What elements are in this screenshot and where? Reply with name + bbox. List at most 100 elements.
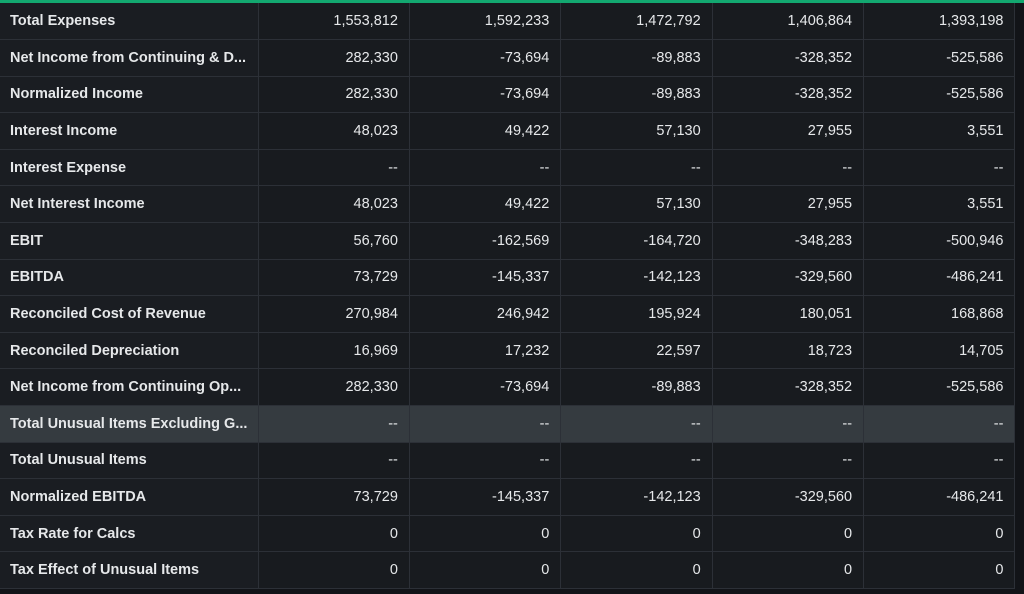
table-row[interactable]: Total Expenses 1,553,812 1,592,233 1,472,79… bbox=[0, 3, 1016, 41]
row-label: Tax Effect of Unusual Items bbox=[0, 551, 259, 589]
value-cell: -- bbox=[863, 405, 1016, 443]
value-cell: 0 bbox=[560, 551, 713, 589]
top-accent-bar bbox=[0, 0, 1024, 3]
value-cell: -525,586 bbox=[863, 368, 1016, 407]
value-cell: 282,330 bbox=[258, 368, 410, 407]
value-cell: 49,422 bbox=[409, 185, 562, 224]
value-cell: 0 bbox=[863, 551, 1016, 589]
value-cell: 1,553,812 bbox=[258, 3, 410, 41]
value-cell: -142,123 bbox=[560, 478, 713, 516]
value-cell: 180,051 bbox=[712, 295, 865, 333]
value-cell: 1,592,233 bbox=[409, 3, 562, 41]
value-cell: 27,955 bbox=[712, 112, 865, 150]
value-cell: -89,883 bbox=[560, 39, 713, 77]
table-row[interactable]: Normalized Income 282,330 -73,694 -89,883 -3… bbox=[0, 76, 1016, 114]
row-label: Interest Income bbox=[0, 112, 259, 150]
table-row[interactable]: Normalized EBITDA 73,729 -145,337 -142,123-… bbox=[0, 478, 1016, 516]
table-row[interactable]: Reconciled Depreciation 16,969 17,232 22,59… bbox=[0, 332, 1016, 370]
value-cell: -328,352 bbox=[712, 76, 865, 114]
row-label: EBITDA bbox=[0, 259, 259, 297]
value-cell: 49,422 bbox=[409, 112, 562, 150]
value-cell: -73,694 bbox=[409, 368, 562, 407]
value-cell: -486,241 bbox=[863, 478, 1016, 516]
value-cell: -- bbox=[258, 149, 410, 187]
row-label: Total Unusual Items bbox=[0, 442, 259, 480]
value-cell: -- bbox=[712, 442, 865, 480]
value-cell: -73,694 bbox=[409, 76, 562, 114]
value-cell: -- bbox=[409, 442, 562, 480]
value-cell: 246,942 bbox=[409, 295, 562, 333]
value-cell: -525,586 bbox=[863, 76, 1016, 114]
row-label: Net Income from Continuing & D... bbox=[0, 39, 259, 77]
row-label: Net Income from Continuing Op... bbox=[0, 368, 259, 407]
value-cell: 3,551 bbox=[863, 112, 1016, 150]
value-cell: 16,969 bbox=[258, 332, 410, 370]
value-cell: -145,337 bbox=[409, 478, 562, 516]
table-row[interactable]: Interest Income 48,023 49,422 57,130 27,955 3… bbox=[0, 112, 1016, 150]
value-cell: -329,560 bbox=[712, 259, 865, 297]
value-cell: -- bbox=[258, 405, 410, 443]
value-cell: -- bbox=[409, 149, 562, 187]
financials-table-body: Total Expenses 1,553,812 1,592,233 1,472,79… bbox=[0, 3, 1016, 589]
table-row[interactable]: Tax Effect of Unusual Items 0 0 0 0 0 bbox=[0, 551, 1016, 589]
value-cell: 0 bbox=[409, 515, 562, 553]
table-row[interactable]: EBITDA 73,729 -145,337 -142,123 -329,560 -486… bbox=[0, 259, 1016, 297]
row-label: Normalized Income bbox=[0, 76, 259, 114]
row-label: Interest Expense bbox=[0, 149, 259, 187]
value-cell: 1,472,792 bbox=[560, 3, 713, 41]
value-cell: 282,330 bbox=[258, 39, 410, 77]
value-cell: -486,241 bbox=[863, 259, 1016, 297]
row-label: Net Interest Income bbox=[0, 185, 259, 224]
value-cell: -- bbox=[409, 405, 562, 443]
value-cell: 73,729 bbox=[258, 259, 410, 297]
value-cell: 48,023 bbox=[258, 185, 410, 224]
value-cell: 56,760 bbox=[258, 222, 410, 260]
row-label: Normalized EBITDA bbox=[0, 478, 259, 516]
table-row[interactable]: Interest Expense -- -- -- -- -- bbox=[0, 149, 1016, 187]
value-cell: 3,551 bbox=[863, 185, 1016, 224]
value-cell: -- bbox=[863, 149, 1016, 187]
table-row[interactable]: Net Income from Continuing & D... 282,330… bbox=[0, 39, 1016, 77]
table-row[interactable]: Total Unusual Items -- -- -- -- -- bbox=[0, 442, 1016, 480]
value-cell: -- bbox=[712, 405, 865, 443]
value-cell: -142,123 bbox=[560, 259, 713, 297]
financials-table: Total Expenses 1,553,812 1,592,233 1,472,79… bbox=[0, 3, 1016, 589]
value-cell: -328,352 bbox=[712, 368, 865, 407]
value-cell: -- bbox=[560, 442, 713, 480]
value-cell: -162,569 bbox=[409, 222, 562, 260]
value-cell: 0 bbox=[712, 515, 865, 553]
value-cell: 48,023 bbox=[258, 112, 410, 150]
table-row[interactable]: Total Unusual Items Excluding G... -- -- --… bbox=[0, 405, 1016, 443]
value-cell: -500,946 bbox=[863, 222, 1016, 260]
value-cell: 0 bbox=[712, 551, 865, 589]
scroll-gutter bbox=[1015, 3, 1024, 594]
value-cell: 0 bbox=[258, 515, 410, 553]
table-row[interactable]: Reconciled Cost of Revenue 270,984 246,942… bbox=[0, 295, 1016, 333]
value-cell: -89,883 bbox=[560, 368, 713, 407]
value-cell: -348,283 bbox=[712, 222, 865, 260]
value-cell: 27,955 bbox=[712, 185, 865, 224]
value-cell: 282,330 bbox=[258, 76, 410, 114]
row-label: EBIT bbox=[0, 222, 259, 260]
table-row[interactable]: Tax Rate for Calcs 0 0 0 0 0 bbox=[0, 515, 1016, 553]
value-cell: -- bbox=[712, 149, 865, 187]
value-cell: 0 bbox=[863, 515, 1016, 553]
value-cell: 73,729 bbox=[258, 478, 410, 516]
value-cell: -145,337 bbox=[409, 259, 562, 297]
value-cell: 0 bbox=[560, 515, 713, 553]
table-row[interactable]: Net Interest Income 48,023 49,422 57,130 27,… bbox=[0, 185, 1016, 224]
value-cell: -73,694 bbox=[409, 39, 562, 77]
value-cell: -89,883 bbox=[560, 76, 713, 114]
value-cell: -- bbox=[863, 442, 1016, 480]
value-cell: 17,232 bbox=[409, 332, 562, 370]
value-cell: -328,352 bbox=[712, 39, 865, 77]
value-cell: 57,130 bbox=[560, 185, 713, 224]
table-row[interactable]: Net Income from Continuing Op... 282,330-… bbox=[0, 368, 1016, 407]
value-cell: 0 bbox=[258, 551, 410, 589]
row-label: Reconciled Cost of Revenue bbox=[0, 295, 259, 333]
value-cell: 1,406,864 bbox=[712, 3, 865, 41]
row-label: Total Expenses bbox=[0, 3, 259, 41]
value-cell: 0 bbox=[409, 551, 562, 589]
value-cell: -329,560 bbox=[712, 478, 865, 516]
table-row[interactable]: EBIT 56,760 -162,569 -164,720 -348,283 -500,9… bbox=[0, 222, 1016, 260]
